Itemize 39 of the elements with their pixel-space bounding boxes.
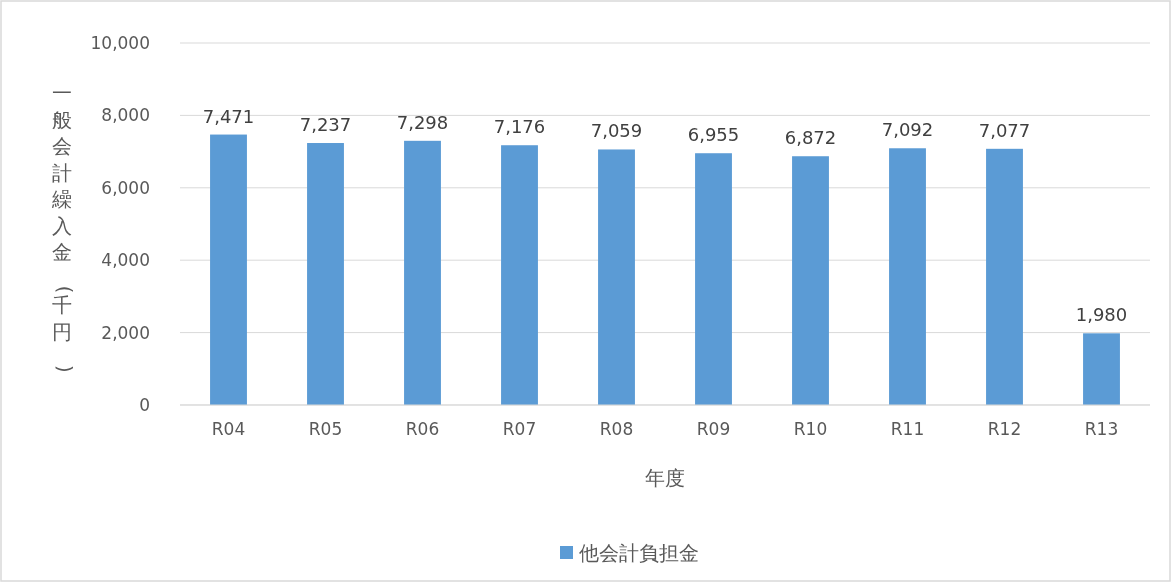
x-tick-label: R12 (987, 419, 1022, 439)
y-tick-label: 8,000 (101, 105, 150, 126)
y-tick-label: 10,000 (90, 33, 150, 53)
data-label: 7,298 (396, 111, 449, 133)
y-tick-label: 2,000 (101, 322, 150, 343)
bar (210, 134, 247, 405)
data-label: 6,955 (687, 124, 740, 146)
data-label: 7,059 (590, 120, 643, 142)
x-axis-title: 年度 (645, 466, 685, 490)
bar (792, 156, 829, 405)
bar (501, 145, 538, 405)
bar (598, 149, 635, 405)
y-tick-label: 4,000 (101, 250, 150, 271)
x-tick-label: R13 (1084, 419, 1119, 439)
data-label: 7,077 (978, 119, 1031, 141)
x-tick-label: R08 (599, 419, 634, 439)
text: 一般会計繰入金(千円) (52, 81, 78, 373)
data-label: 7,471 (202, 105, 255, 127)
x-tick-label: R11 (890, 419, 925, 439)
bar (404, 140, 441, 405)
data-label: 1,980 (1075, 304, 1128, 326)
y-tick-label: 0 (139, 395, 150, 415)
bar (307, 143, 344, 405)
x-tick-label: R07 (502, 419, 537, 439)
data-label: 7,092 (881, 119, 934, 141)
bar (1083, 333, 1120, 405)
x-tick-label: R04 (211, 419, 246, 439)
bar (695, 153, 732, 405)
legend-label: 他会計負担金 (579, 541, 699, 565)
data-label: 6,872 (784, 127, 837, 149)
x-tick-label: R10 (793, 419, 828, 439)
bar (889, 148, 926, 405)
data-label: 7,237 (299, 114, 352, 136)
data-label: 7,176 (493, 116, 546, 138)
bar (986, 148, 1023, 405)
x-tick-label: R05 (308, 419, 343, 439)
y-tick-label: 6,000 (101, 177, 150, 198)
x-tick-label: R06 (405, 419, 440, 439)
x-tick-label: R09 (696, 419, 731, 439)
